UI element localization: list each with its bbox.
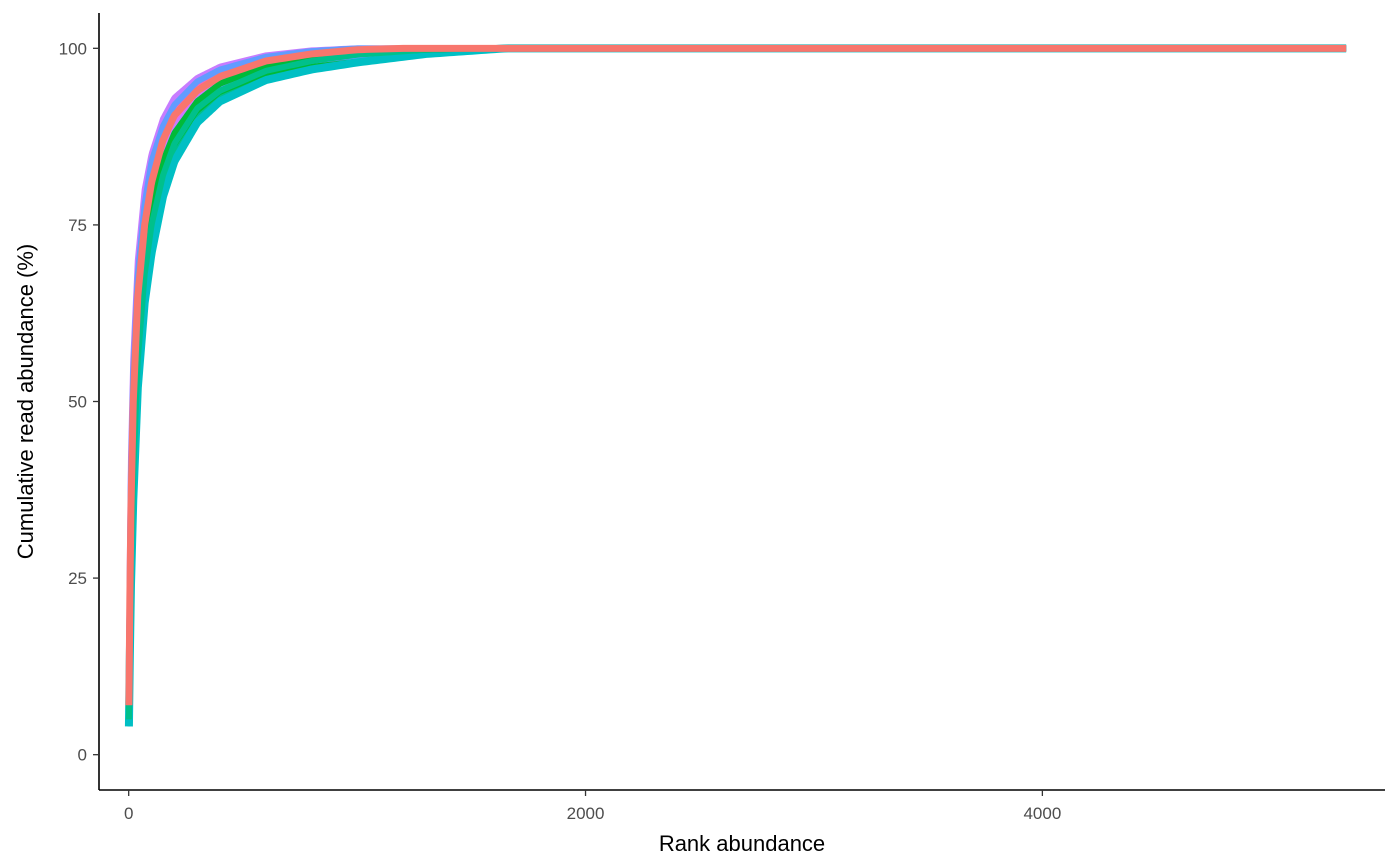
- y-axis-ticks: 0 25 50 75 100: [59, 39, 99, 765]
- x-axis-ticks: 0 2000 4000: [124, 790, 1061, 823]
- sample-curve: [127, 46, 513, 726]
- series-line: [124, 44, 1347, 727]
- series-layer: [124, 44, 1347, 727]
- series-line: [125, 44, 1347, 706]
- sample-curve: [127, 46, 513, 721]
- sample-curve: [127, 46, 513, 720]
- y-tick-label: 0: [78, 746, 87, 765]
- x-axis-title: Rank abundance: [659, 831, 825, 856]
- y-tick-label: 100: [59, 39, 87, 58]
- y-tick-label: 25: [68, 569, 87, 588]
- y-tick-label: 75: [68, 216, 87, 235]
- x-tick-label: 4000: [1023, 804, 1061, 823]
- series-line: [125, 45, 1347, 720]
- series-band-layer: [127, 46, 513, 727]
- series-line: [125, 45, 1347, 699]
- y-tick-label: 50: [68, 393, 87, 412]
- y-axis-title: Cumulative read abundance (%): [13, 244, 38, 560]
- series-line: [125, 45, 1347, 692]
- x-tick-label: 0: [124, 804, 133, 823]
- sample-curve: [127, 46, 513, 727]
- sample-curve: [127, 46, 513, 722]
- sample-curve: [127, 46, 513, 718]
- x-tick-label: 2000: [567, 804, 605, 823]
- sample-curve: [127, 46, 513, 724]
- series-line: [125, 45, 1347, 713]
- axes: 0 2000 4000 0 25 50 75 100: [59, 13, 1385, 823]
- sample-curve: [127, 46, 513, 723]
- sample-curve: [127, 46, 513, 723]
- sample-curve: [127, 46, 513, 719]
- sample-curve: [127, 46, 513, 725]
